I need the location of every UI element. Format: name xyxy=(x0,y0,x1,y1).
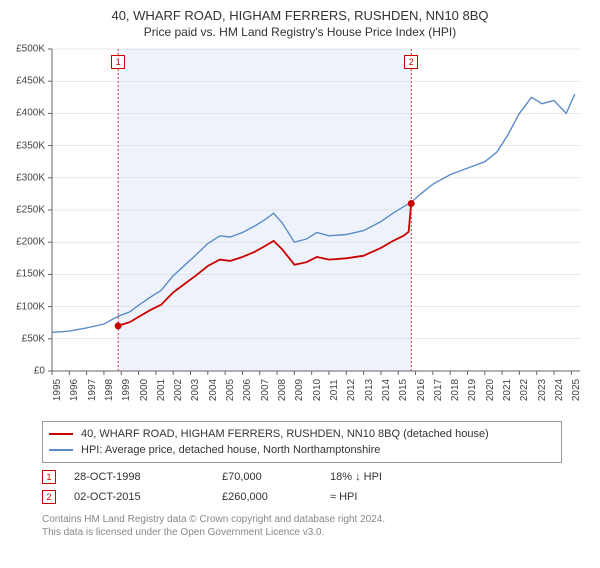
sale-price: £260,000 xyxy=(222,491,312,503)
y-tick-label: £350K xyxy=(16,140,45,151)
sale-marker-badge: 2 xyxy=(404,55,418,69)
x-tick-label: 2006 xyxy=(242,379,253,401)
legend-swatch xyxy=(49,433,73,435)
x-tick-label: 2011 xyxy=(329,379,340,401)
sales-table: 1 28-OCT-1998 £70,000 18% ↓ HPI 2 02-OCT-2015… xyxy=(42,467,562,507)
x-tick-label: 2022 xyxy=(519,379,530,401)
chart: £0 £50K £100K £150K £200K £250K £300K £350K £400… xyxy=(10,45,590,415)
sale-row: 1 28-OCT-1998 £70,000 18% ↓ HPI xyxy=(42,467,562,487)
sale-note: ≈ HPI xyxy=(330,491,420,503)
y-tick-label: £300K xyxy=(16,172,45,183)
x-tick-label: 2014 xyxy=(381,379,392,401)
chart-svg xyxy=(10,45,590,415)
x-tick-label: 2018 xyxy=(450,379,461,401)
x-tick-label: 2024 xyxy=(554,379,565,401)
chart-subtitle: Price paid vs. HM Land Registry's House … xyxy=(0,25,600,39)
y-tick-label: £200K xyxy=(16,237,45,248)
y-tick-label: £0 xyxy=(34,366,45,377)
sale-price: £70,000 xyxy=(222,471,312,483)
sale-row: 2 02-OCT-2015 £260,000 ≈ HPI xyxy=(42,487,562,507)
y-tick-label: £100K xyxy=(16,301,45,312)
footer-line: Contains HM Land Registry data © Crown c… xyxy=(42,513,562,526)
x-tick-label: 1998 xyxy=(104,379,115,401)
x-tick-label: 1995 xyxy=(52,379,63,401)
x-tick-label: 2005 xyxy=(225,379,236,401)
y-tick-label: £150K xyxy=(16,269,45,280)
legend: 40, WHARF ROAD, HIGHAM FERRERS, RUSHDEN,… xyxy=(42,421,562,463)
sale-marker-badge: 1 xyxy=(111,55,125,69)
sale-date: 02-OCT-2015 xyxy=(74,491,204,503)
legend-row: 40, WHARF ROAD, HIGHAM FERRERS, RUSHDEN,… xyxy=(49,426,555,442)
y-tick-label: £50K xyxy=(22,333,45,344)
x-tick-label: 2010 xyxy=(312,379,323,401)
x-tick-label: 2015 xyxy=(398,379,409,401)
x-tick-label: 1996 xyxy=(69,379,80,401)
x-tick-label: 2017 xyxy=(433,379,444,401)
y-tick-label: £400K xyxy=(16,108,45,119)
x-tick-label: 1997 xyxy=(87,379,98,401)
chart-title: 40, WHARF ROAD, HIGHAM FERRERS, RUSHDEN,… xyxy=(0,8,600,23)
x-tick-label: 2003 xyxy=(190,379,201,401)
x-tick-label: 2002 xyxy=(173,379,184,401)
x-tick-label: 2021 xyxy=(502,379,513,401)
x-tick-label: 2019 xyxy=(467,379,478,401)
x-tick-label: 2008 xyxy=(277,379,288,401)
x-tick-label: 2020 xyxy=(485,379,496,401)
sale-marker: 2 xyxy=(42,490,56,504)
x-tick-label: 2013 xyxy=(364,379,375,401)
x-tick-label: 2009 xyxy=(294,379,305,401)
x-tick-label: 2023 xyxy=(537,379,548,401)
x-tick-label: 2012 xyxy=(346,379,357,401)
y-tick-label: £450K xyxy=(16,76,45,87)
x-tick-label: 2007 xyxy=(260,379,271,401)
x-tick-label: 2025 xyxy=(571,379,582,401)
legend-swatch xyxy=(49,449,73,451)
x-tick-label: 2004 xyxy=(208,379,219,401)
y-tick-label: £500K xyxy=(16,44,45,55)
footer: Contains HM Land Registry data © Crown c… xyxy=(42,513,562,539)
sale-marker: 1 xyxy=(42,470,56,484)
sale-date: 28-OCT-1998 xyxy=(74,471,204,483)
legend-row: HPI: Average price, detached house, Nort… xyxy=(49,442,555,458)
sale-note: 18% ↓ HPI xyxy=(330,471,420,483)
legend-label: 40, WHARF ROAD, HIGHAM FERRERS, RUSHDEN,… xyxy=(81,428,489,440)
x-tick-label: 1999 xyxy=(121,379,132,401)
x-tick-label: 2016 xyxy=(416,379,427,401)
y-tick-label: £250K xyxy=(16,205,45,216)
x-tick-label: 2001 xyxy=(156,379,167,401)
footer-line: This data is licensed under the Open Gov… xyxy=(42,526,562,539)
legend-label: HPI: Average price, detached house, Nort… xyxy=(81,444,380,456)
x-tick-label: 2000 xyxy=(139,379,150,401)
